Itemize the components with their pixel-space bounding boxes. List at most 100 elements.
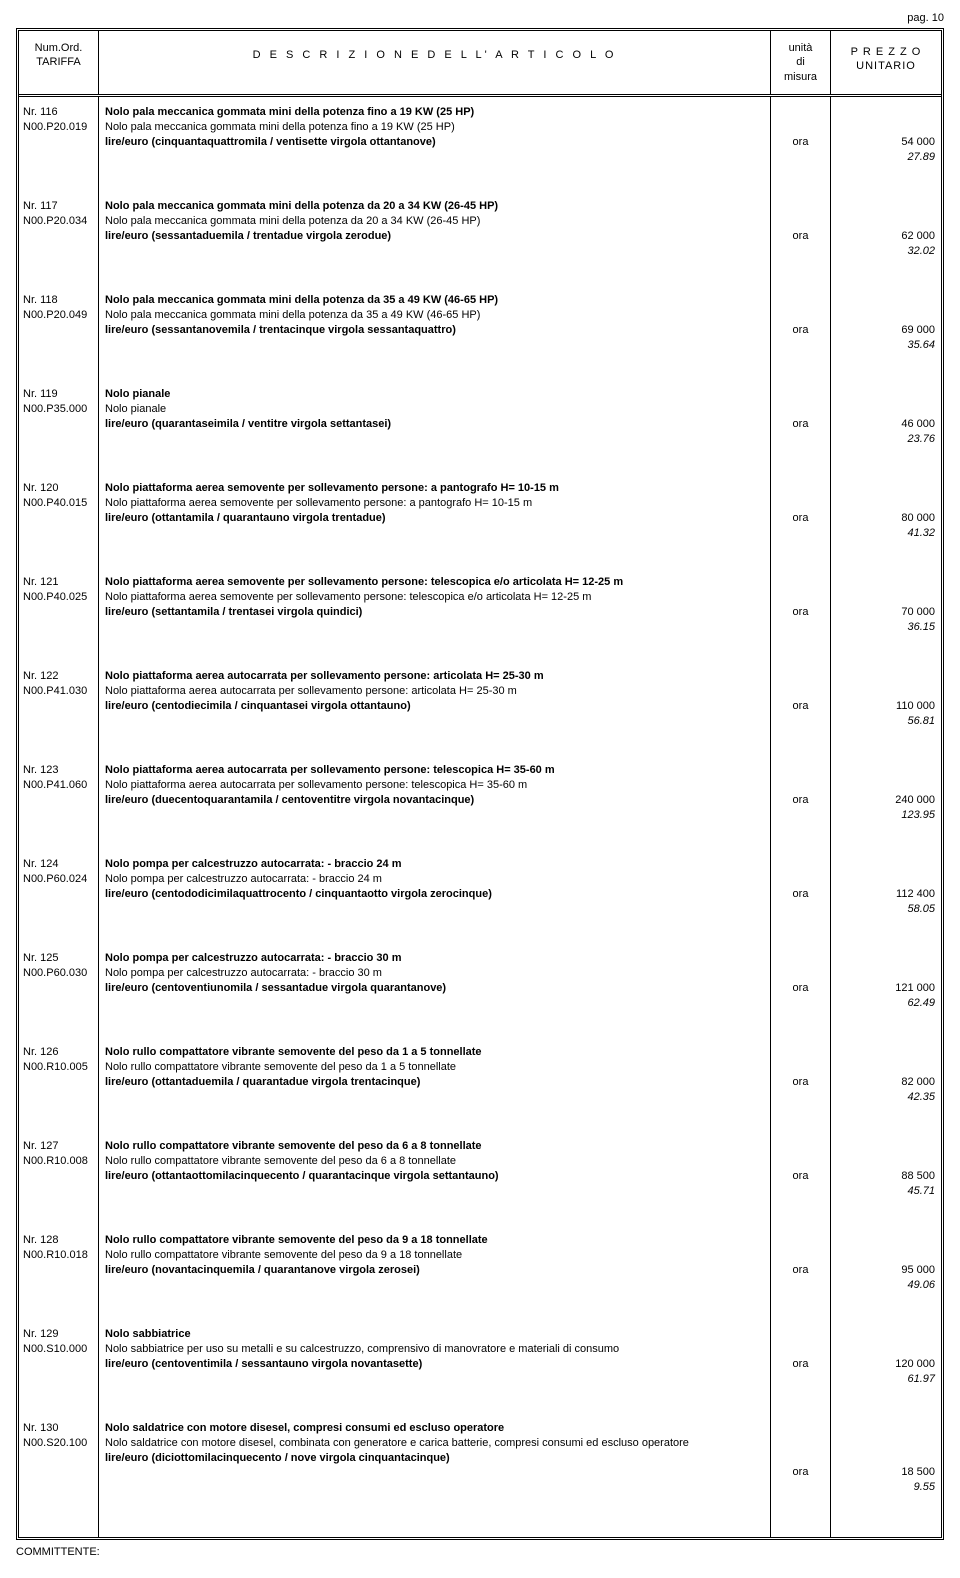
descrizione-cell: Nolo pianaleNolo pianalelire/euro (quara…: [105, 387, 764, 463]
tariffa-cell: Nr. 116N00.P20.019: [23, 105, 94, 181]
prezzo-cell: 46 00023.76: [837, 387, 935, 463]
unita-cell: ora: [775, 857, 826, 933]
descrizione-cell: Nolo piattaforma aerea semovente per sol…: [105, 575, 764, 651]
item-lire: 80 000: [837, 481, 935, 526]
item-um: ora: [775, 857, 826, 902]
header-unita: unità di misura: [771, 31, 831, 94]
descrizione-cell: Nolo pala meccanica gommata mini della p…: [105, 199, 764, 275]
item-title: Nolo pala meccanica gommata mini della p…: [105, 105, 764, 120]
unita-cell: ora: [775, 951, 826, 1027]
item-title: Nolo pompa per calcestruzzo autocarrata:…: [105, 951, 764, 966]
item-code: N00.P41.060: [23, 778, 94, 793]
item-euro: 27.89: [837, 150, 935, 165]
item-sub: Nolo piattaforma aerea autocarrata per s…: [105, 778, 764, 793]
descrizione-cell: Nolo piattaforma aerea autocarrata per s…: [105, 669, 764, 745]
header-um-l2: di: [796, 56, 805, 68]
item-code: N00.P40.025: [23, 590, 94, 605]
prezzo-cell: 18 5009.55: [837, 1421, 935, 1511]
unita-cell: ora: [775, 105, 826, 181]
item-um: ora: [775, 105, 826, 150]
price-list-table: Num.Ord. TARIFFA D E S C R I Z I O N E D…: [16, 28, 944, 1540]
tariffa-cell: Nr. 117N00.P20.034: [23, 199, 94, 275]
tariffa-cell: Nr. 118N00.P20.049: [23, 293, 94, 369]
prezzo-cell: 121 00062.49: [837, 951, 935, 1027]
item-um: ora: [775, 951, 826, 996]
tariffa-cell: Nr. 125N00.P60.030: [23, 951, 94, 1027]
column-prezzo: 54 00027.8962 00032.0269 00035.6446 0002…: [831, 97, 941, 1537]
item-code: N00.P20.049: [23, 308, 94, 323]
item-nr: Nr. 117: [23, 199, 94, 214]
item-lire: 82 000: [837, 1045, 935, 1090]
unita-cell: ora: [775, 1045, 826, 1121]
column-tariffa: Nr. 116N00.P20.019Nr. 117N00.P20.034Nr. …: [19, 97, 99, 1537]
item-nr: Nr. 130: [23, 1421, 94, 1436]
unita-cell: ora: [775, 199, 826, 275]
descrizione-cell: Nolo pompa per calcestruzzo autocarrata:…: [105, 857, 764, 933]
item-euro: 123.95: [837, 808, 935, 823]
item-euro: 23.76: [837, 432, 935, 447]
item-euro: 62.49: [837, 996, 935, 1011]
item-sub: Nolo piattaforma aerea autocarrata per s…: [105, 684, 764, 699]
item-title: Nolo rullo compattatore vibrante semoven…: [105, 1139, 764, 1154]
prezzo-cell: 62 00032.02: [837, 199, 935, 275]
item-title: Nolo piattaforma aerea autocarrata per s…: [105, 763, 764, 778]
item-um: ora: [775, 199, 826, 244]
item-sub: Nolo piattaforma aerea semovente per sol…: [105, 496, 764, 511]
item-sub: Nolo sabbiatrice per uso su metalli e su…: [105, 1342, 764, 1357]
item-code: N00.S20.100: [23, 1436, 94, 1451]
prezzo-cell: 240 000123.95: [837, 763, 935, 839]
prezzo-cell: 110 00056.81: [837, 669, 935, 745]
item-title: Nolo sabbiatrice: [105, 1327, 764, 1342]
prezzo-cell: 120 00061.97: [837, 1327, 935, 1403]
committente-label: COMMITTENTE:: [16, 1546, 944, 1558]
item-price-words: lire/euro (sessantaduemila / trentadue v…: [105, 229, 764, 244]
item-um: ora: [775, 1233, 826, 1278]
header-prezzo: P R E Z Z O UNITARIO: [831, 31, 941, 94]
header-um-l1: unità: [789, 42, 813, 54]
item-price-words: lire/euro (novantacinquemila / quarantan…: [105, 1263, 764, 1278]
prezzo-cell: 80 00041.32: [837, 481, 935, 557]
unita-cell: ora: [775, 1327, 826, 1403]
item-price-words: lire/euro (ottantaottomilacinquecento / …: [105, 1169, 764, 1184]
item-price-words: lire/euro (centododicimilaquattrocento /…: [105, 887, 764, 902]
unita-cell: ora: [775, 669, 826, 745]
item-nr: Nr. 123: [23, 763, 94, 778]
item-title: Nolo piattaforma aerea autocarrata per s…: [105, 669, 764, 684]
item-price-words: lire/euro (cinquantaquattromila / ventis…: [105, 135, 764, 150]
item-price-words: lire/euro (ottantaduemila / quarantadue …: [105, 1075, 764, 1090]
item-price-words: lire/euro (centodiecimila / cinquantasei…: [105, 699, 764, 714]
item-nr: Nr. 122: [23, 669, 94, 684]
item-um: ora: [775, 575, 826, 620]
descrizione-cell: Nolo sabbiatriceNolo sabbiatrice per uso…: [105, 1327, 764, 1403]
item-nr: Nr. 116: [23, 105, 94, 120]
unita-cell: ora: [775, 1421, 826, 1511]
item-nr: Nr. 118: [23, 293, 94, 308]
header-tariffa-l2: TARIFFA: [36, 56, 80, 68]
unita-cell: ora: [775, 1139, 826, 1215]
item-lire: 70 000: [837, 575, 935, 620]
item-price-words: lire/euro (settantamila / trentasei virg…: [105, 605, 764, 620]
item-title: Nolo saldatrice con motore disesel, comp…: [105, 1421, 764, 1436]
header-prezzo-l1: P R E Z Z O: [851, 46, 922, 58]
item-sub: Nolo pala meccanica gommata mini della p…: [105, 214, 764, 229]
item-sub: Nolo pala meccanica gommata mini della p…: [105, 308, 764, 323]
unita-cell: ora: [775, 387, 826, 463]
item-euro: 49.06: [837, 1278, 935, 1293]
item-nr: Nr. 125: [23, 951, 94, 966]
item-code: N00.P60.024: [23, 872, 94, 887]
prezzo-cell: 112 40058.05: [837, 857, 935, 933]
descrizione-cell: Nolo pompa per calcestruzzo autocarrata:…: [105, 951, 764, 1027]
item-um: ora: [775, 293, 826, 338]
prezzo-cell: 88 50045.71: [837, 1139, 935, 1215]
page-number: pag. 10: [16, 12, 944, 24]
item-euro: 36.15: [837, 620, 935, 635]
item-euro: 61.97: [837, 1372, 935, 1387]
prezzo-cell: 70 00036.15: [837, 575, 935, 651]
item-sub: Nolo rullo compattatore vibrante semoven…: [105, 1154, 764, 1169]
item-code: N00.R10.018: [23, 1248, 94, 1263]
item-title: Nolo pompa per calcestruzzo autocarrata:…: [105, 857, 764, 872]
item-um: ora: [775, 1139, 826, 1184]
item-title: Nolo piattaforma aerea semovente per sol…: [105, 481, 764, 496]
item-nr: Nr. 127: [23, 1139, 94, 1154]
item-price-words: lire/euro (duecentoquarantamila / centov…: [105, 793, 764, 808]
